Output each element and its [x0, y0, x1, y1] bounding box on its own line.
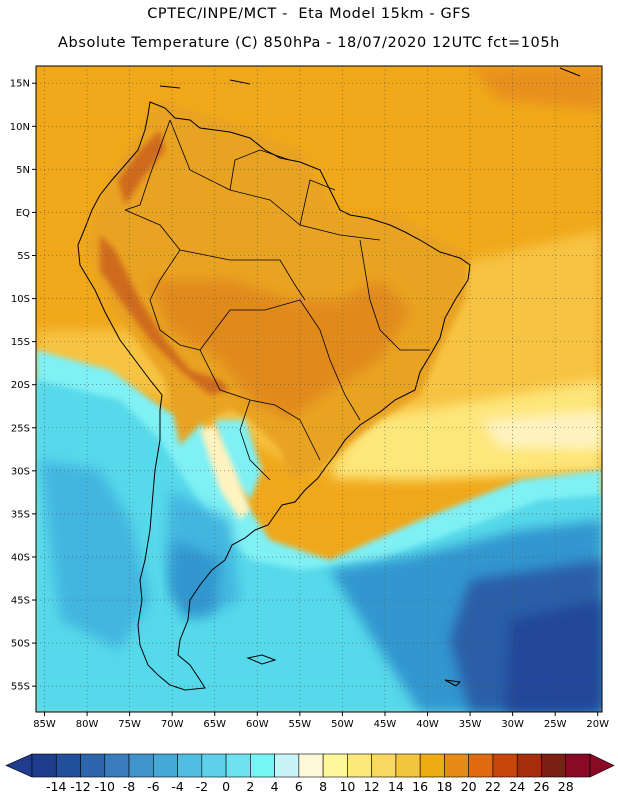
colorbar-swatch: [516, 753, 542, 778]
colorbar-label: 8: [319, 779, 327, 794]
chart-title-line2: Absolute Temperature (C) 850hPa - 18/07/…: [58, 35, 560, 51]
colorbar-label: -10: [95, 779, 115, 794]
field-land-warm: [85, 100, 470, 480]
lon-tick-label: 60W: [246, 719, 269, 730]
field-cream: [480, 410, 602, 450]
lat-tick-label: 35S: [11, 509, 30, 520]
colorbar-label: -12: [70, 779, 90, 794]
colorbar-swatch: [31, 753, 57, 778]
latitude-labels: 15N 10N 5N EQ 5S 10S 15S 20S 25S 30S 35S 40S 45S 50S 5…: [10, 79, 30, 693]
field-navy-dark: [505, 600, 602, 712]
colorbar-swatch: [371, 753, 397, 778]
lat-tick-label: 15N: [10, 79, 30, 90]
lon-tick-label: 25W: [544, 719, 567, 730]
lon-tick-label: 45W: [374, 719, 397, 730]
colorbar-label: 24: [509, 779, 525, 794]
colorbar-label: 28: [558, 779, 574, 794]
colorbar-swatch: [419, 753, 445, 778]
colorbar-swatch: [177, 753, 203, 778]
lat-tick-label: 5N: [16, 165, 30, 176]
colorbar-label: 14: [388, 779, 404, 794]
lat-tick-label: 10N: [10, 122, 30, 133]
lon-tick-label: 75W: [118, 719, 141, 730]
colorbar-label: 18: [436, 779, 452, 794]
colorbar-label: 4: [271, 779, 279, 794]
colorbar-swatch: [565, 753, 591, 778]
lon-tick-label: 80W: [76, 719, 99, 730]
lat-tick-label: 50S: [11, 639, 30, 650]
chart-title-line1: CPTEC/INPE/MCT - Eta Model 15km - GFS: [147, 6, 471, 22]
colorbar-label: 20: [461, 779, 477, 794]
colorbar-label: 26: [534, 779, 550, 794]
colorbar-label: -6: [147, 779, 160, 794]
colorbar-min-arrow: [5, 753, 33, 778]
colorbar-label: -14: [46, 779, 66, 794]
colorbar-swatch: [55, 753, 81, 778]
colorbar-swatch: [201, 753, 227, 778]
field-ocean-ne-dark: [470, 66, 602, 110]
lon-tick-label: 50W: [331, 719, 354, 730]
colorbar-max-arrow: [589, 753, 615, 778]
lon-tick-label: 70W: [161, 719, 184, 730]
island-caribbean: [159, 67, 581, 89]
lat-tick-label: 5S: [17, 251, 30, 262]
colorbar-label: 6: [295, 779, 303, 794]
lon-tick-label: 35W: [459, 719, 482, 730]
lat-tick-label: 40S: [11, 552, 30, 563]
map-frame: [35, 65, 603, 713]
field-plata-cool: [215, 420, 262, 500]
field-layer: [36, 66, 602, 712]
colorbar-label: 0: [222, 779, 230, 794]
colorbar-swatch: [444, 753, 469, 778]
colorbar-label: 2: [246, 779, 254, 794]
lat-tick-label: 15S: [11, 337, 30, 348]
lat-tick-label: 55S: [11, 682, 30, 693]
lon-tick-label: 55W: [289, 719, 312, 730]
lon-tick-label: 20W: [586, 719, 609, 730]
colorbar-swatch: [395, 753, 421, 778]
colorbar-label: 10: [339, 779, 355, 794]
lon-tick-label: 30W: [501, 719, 524, 730]
colorbar-swatch: [128, 753, 154, 778]
colorbar-swatch: [298, 753, 324, 778]
colorbar-label: 12: [364, 779, 380, 794]
colorbar-swatch: [80, 753, 106, 778]
south-america-coastline: [77, 101, 471, 691]
grid-lines: [32, 66, 602, 716]
lon-tick-label: 65W: [203, 719, 226, 730]
lat-tick-label: 10S: [11, 294, 30, 305]
coastlines: [77, 67, 581, 691]
lon-tick-label: 40W: [416, 719, 439, 730]
field-pale-yellow: [330, 380, 602, 480]
colorbar-swatch: [492, 753, 518, 778]
lat-tick-label: 25S: [11, 423, 30, 434]
colorbar-swatch: [225, 753, 251, 778]
field-plata-cream: [200, 425, 250, 520]
colorbar-swatch: [250, 753, 275, 778]
lat-tick-label: 30S: [11, 466, 30, 477]
colorbar-swatch: [274, 753, 300, 778]
lon-tick-label: 85W: [33, 719, 56, 730]
lat-tick-label: 45S: [11, 596, 30, 607]
field-blue-mid: [40, 460, 150, 650]
country-borders: [124, 119, 430, 481]
colorbar-label: 16: [412, 779, 428, 794]
island-south-georgia: [444, 679, 462, 687]
field-andes-hot: [100, 235, 230, 395]
colorbar-swatch: [104, 753, 130, 778]
colorbar-swatch: [468, 753, 494, 778]
colorbar-swatch: [153, 753, 178, 778]
colorbar-label: -8: [123, 779, 136, 794]
lat-tick-label: EQ: [16, 208, 30, 219]
colorbar-swatch: [347, 753, 372, 778]
colorbar-label: -4: [171, 779, 184, 794]
colorbar-label: 22: [485, 779, 501, 794]
colorbar-swatch: [322, 753, 348, 778]
colorbar: -14 -12 -10 -8 -6 -4 -2 0 2 4 6 8 10 12 14 16 18 20 22 24 26…: [5, 753, 615, 794]
colorbar-label: -2: [196, 779, 208, 794]
colorbar-swatch: [541, 753, 567, 778]
longitude-labels: 85W 80W 75W 70W 65W 60W 55W 50W 45W 40W 35W 30W 25W 2…: [33, 719, 609, 730]
lat-tick-label: 20S: [11, 380, 30, 391]
